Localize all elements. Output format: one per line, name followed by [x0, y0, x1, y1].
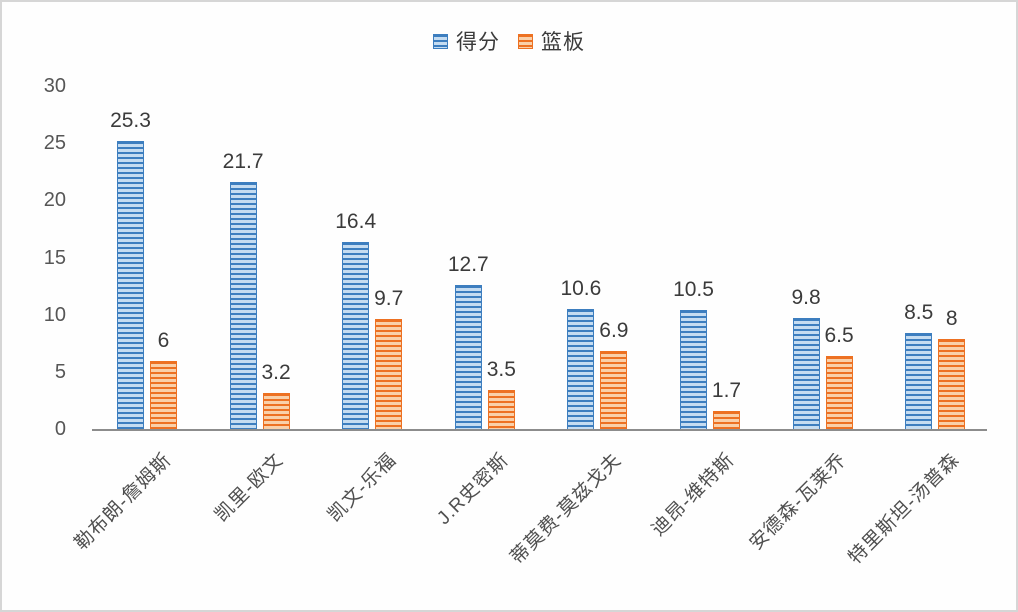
bar-value-label: 25.3 — [110, 108, 151, 132]
points-bar-2 — [229, 181, 257, 430]
bar-value-label: 6.5 — [824, 323, 854, 347]
x-category-label: 勒布朗-詹姆斯 — [70, 449, 176, 555]
points-bar-6 — [680, 309, 707, 430]
x-category-label: J.R史密斯 — [433, 449, 514, 530]
legend-item-points: 得分 — [433, 26, 500, 56]
bar-value-label: 6 — [157, 329, 170, 353]
bar-value-label: 3.5 — [486, 357, 516, 381]
bar-value-label: 10.6 — [560, 276, 602, 300]
rebounds-bar-1 — [150, 361, 177, 430]
x-category-label: 凯文-乐福 — [323, 449, 401, 527]
bar-value-label: 10.5 — [673, 277, 714, 301]
bar-value-label: 8 — [945, 306, 958, 330]
y-tick-label: 25 — [43, 132, 66, 155]
chart-legend: 得分 篮板 — [2, 26, 1016, 56]
rebounds-series-swatch-icon — [518, 33, 533, 49]
points-bar-3 — [342, 242, 370, 430]
y-tick-label: 20 — [43, 189, 66, 212]
legend-item-rebounds: 篮板 — [518, 26, 585, 56]
y-tick-label: 10 — [43, 303, 66, 326]
y-tick-label: 5 — [54, 360, 66, 383]
rebounds-bar-4 — [487, 389, 515, 430]
x-category-label: 蒂莫费-莫兹戈夫 — [506, 449, 626, 569]
points-bar-7 — [792, 317, 820, 430]
rebounds-bar-2 — [262, 393, 290, 430]
bar-value-label: 9.7 — [374, 287, 404, 311]
y-tick-label: 30 — [43, 75, 66, 97]
bar-value-label: 8.5 — [904, 300, 934, 324]
bar-value-label: 21.7 — [222, 149, 264, 173]
rebounds-bar-7 — [825, 355, 853, 430]
y-tick-label: 15 — [43, 246, 66, 269]
points-bar-5 — [567, 308, 595, 430]
rebounds-bar-5 — [600, 351, 628, 430]
points-series-swatch-icon — [433, 33, 448, 49]
x-category-label: 特里斯坦-汤普森 — [844, 449, 964, 569]
bar-value-label: 3.2 — [261, 361, 291, 385]
rebounds-bar-6 — [713, 410, 740, 430]
x-category-label: 凯里-欧文 — [211, 449, 288, 527]
points-bar-4 — [454, 284, 482, 430]
bar-value-label: 16.4 — [335, 210, 377, 234]
x-category-label: 迪昂-维特斯 — [647, 449, 739, 541]
rebounds-bar-3 — [375, 319, 403, 430]
bar-value-label: 6.9 — [599, 319, 629, 343]
points-bar-8 — [905, 332, 933, 430]
bar-value-label: 9.8 — [791, 285, 821, 309]
legend-label-points: 得分 — [456, 31, 500, 54]
bar-value-label: 1.7 — [711, 378, 742, 402]
x-axis-line — [92, 429, 987, 431]
legend-label-rebounds: 篮板 — [541, 31, 585, 54]
rebounds-bar-8 — [938, 338, 966, 430]
points-bar-1 — [117, 140, 144, 430]
y-tick-label: 0 — [54, 418, 66, 440]
bar-value-label: 12.7 — [447, 252, 489, 276]
x-category-label: 安德森-瓦莱乔 — [746, 449, 851, 555]
